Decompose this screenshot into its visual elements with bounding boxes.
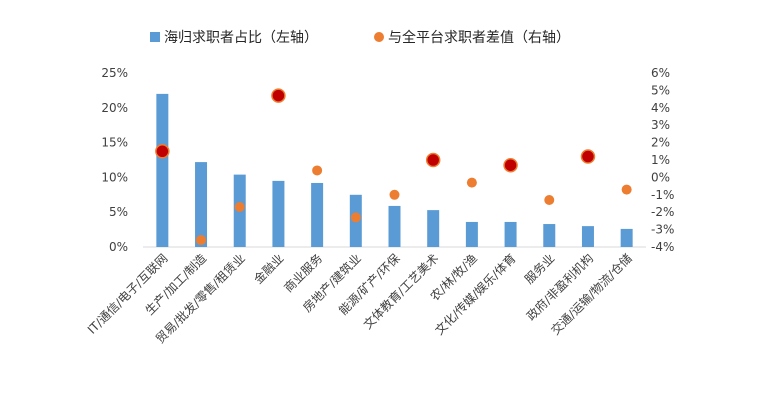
scatter-series [155,88,632,246]
left-tick-label: 5% [109,205,128,219]
right-tick-label: 4% [651,101,670,115]
point [234,201,245,212]
right-y-axis: -4% -3% -2% -1% 0% 1% 2% 3% 4% 5% 6% [651,66,674,254]
bar [543,224,556,247]
point [544,195,555,206]
right-tick-label: -4% [651,240,674,254]
chart-legend: 海归求职者占比（左轴） 与全平台求职者差值（右轴） [150,29,570,46]
left-tick-label: 10% [101,170,128,184]
point [389,189,400,200]
right-tick-label: -2% [651,205,674,219]
legend-label-bar: 海归求职者占比（左轴） [164,29,318,46]
bar [272,180,285,247]
point [196,235,207,246]
legend-swatch-dot [374,32,384,42]
right-tick-label: -3% [651,223,674,237]
bar [311,182,324,247]
point [621,184,632,195]
highlighted-point [580,149,596,164]
right-tick-label: 2% [651,136,670,150]
bar [504,221,517,247]
legend-swatch-bar [150,32,160,42]
left-tick-label: 20% [101,101,128,115]
left-tick-label: 15% [101,136,128,150]
bar [427,210,440,247]
legend-label-dot: 与全平台求职者差值（右轴） [388,29,570,46]
category-label: 金融业 [250,251,286,287]
highlighted-point [425,152,441,168]
right-tick-label: 5% [651,83,670,97]
category-label: 服务业 [521,251,557,287]
left-y-axis: 0% 5% 10% 15% 20% 25% [101,66,128,254]
point [350,212,361,223]
category-label: 政府/非盈利机构 [523,251,596,324]
left-tick-label: 0% [109,240,128,254]
bar [388,205,401,247]
right-tick-label: 1% [651,153,670,167]
point [466,177,477,188]
bar [195,162,208,247]
right-tick-label: -1% [651,188,674,202]
point [312,165,323,176]
bar [581,226,594,247]
right-tick-label: 6% [651,66,670,80]
bar [156,93,169,247]
right-tick-label: 0% [651,170,670,184]
highlighted-point [271,88,286,103]
bar [465,221,478,247]
left-tick-label: 25% [101,66,128,80]
right-tick-label: 3% [651,118,670,132]
bar-series [156,93,633,247]
highlighted-point [503,157,518,173]
highlighted-point [155,144,170,159]
bar [620,228,633,247]
